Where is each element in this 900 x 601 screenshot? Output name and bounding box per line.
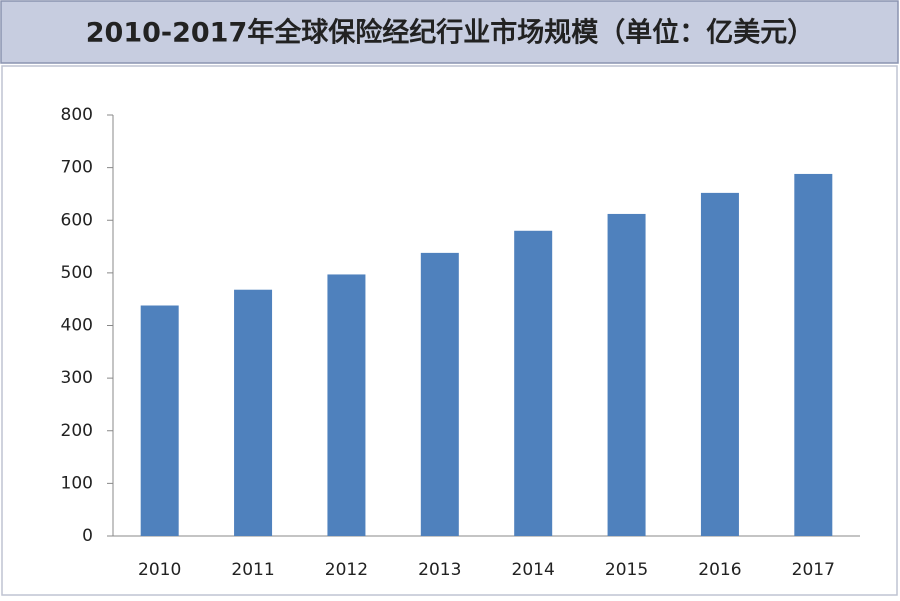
y-tick-label: 400 (61, 316, 93, 336)
y-tick-label: 700 (61, 158, 93, 178)
y-tick-label: 500 (61, 263, 93, 283)
bar (420, 252, 459, 536)
bar (140, 305, 179, 536)
x-tick-label: 2015 (605, 560, 648, 580)
y-tick-label: 0 (82, 526, 93, 546)
x-tick-label: 2013 (418, 560, 461, 580)
chart-title: 2010-2017年全球保险经纪行业市场规模（单位：亿美元） (86, 17, 815, 49)
x-tick-label: 2011 (231, 560, 274, 580)
y-tick-label: 100 (61, 473, 93, 493)
plot-frame (1, 65, 898, 596)
bar (607, 213, 646, 536)
bar (794, 173, 833, 536)
x-tick-label: 2014 (512, 560, 555, 580)
bar (327, 274, 366, 536)
x-tick-label: 2016 (698, 560, 741, 580)
x-tick-label: 2012 (325, 560, 368, 580)
y-tick-label: 600 (61, 210, 93, 230)
y-tick-label: 800 (61, 105, 93, 125)
bar (234, 289, 273, 536)
title-bar (0, 0, 899, 64)
bar (514, 230, 553, 536)
y-tick-label: 200 (61, 421, 93, 441)
y-tick-label: 300 (61, 368, 93, 388)
x-tick-label: 2017 (792, 560, 835, 580)
x-tick-label: 2010 (138, 560, 181, 580)
bar (700, 192, 739, 536)
